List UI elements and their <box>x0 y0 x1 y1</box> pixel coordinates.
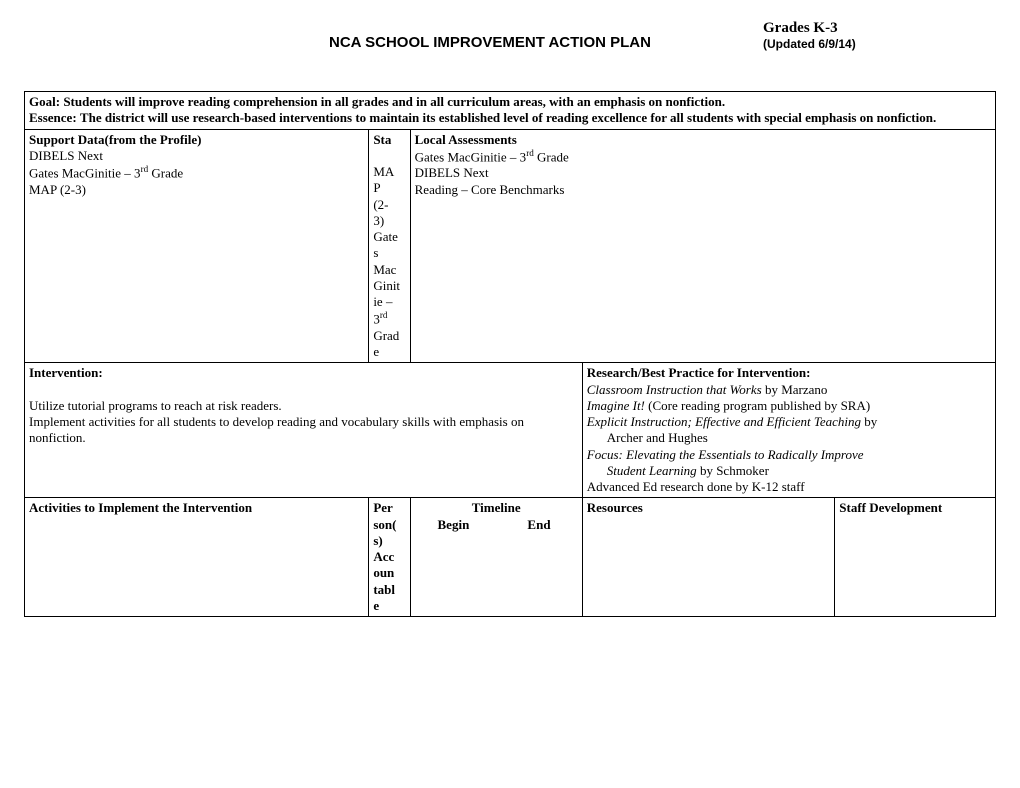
updated-label: (Updated 6/9/14) <box>763 37 996 51</box>
persons-line-6: e <box>373 598 379 613</box>
persons-header: Per son( s) Acc oun tabl e <box>369 498 410 617</box>
grades-label: Grades K-3 <box>763 20 996 37</box>
goal-row: Goal: Students will improve reading comp… <box>25 92 996 130</box>
persons-line-5: tabl <box>373 582 395 597</box>
support-line-2: MAP (2-3) <box>29 182 86 197</box>
research-0-rest: by Marzano <box>762 382 828 397</box>
staff-header: Staff Development <box>835 498 996 617</box>
persons-line-1: son( <box>373 517 396 532</box>
essence-text: The district will use research-based int… <box>80 110 936 125</box>
local-after-sup: Grade <box>534 149 569 164</box>
goal-label: Goal: <box>29 94 60 109</box>
research-2-italic: Explicit Instruction; Effective and Effi… <box>587 414 861 429</box>
intervention-line-1: Implement activities for all students to… <box>29 414 524 445</box>
staff-label: Staff Development <box>839 500 942 515</box>
intervention-row: Intervention: Utilize tutorial programs … <box>25 363 996 498</box>
local-line-0: Gates MacGinitie – 3 <box>415 149 527 164</box>
resources-header: Resources <box>582 498 835 617</box>
timeline-header: Timeline Begin End <box>410 498 582 617</box>
state-line-2: (2- <box>373 197 388 212</box>
state-line-1: P <box>373 180 380 195</box>
local-line-2: Reading – Core Benchmarks <box>415 182 565 197</box>
state-line-11: e <box>373 344 379 359</box>
action-plan-table: Goal: Students will improve reading comp… <box>24 91 996 617</box>
research-3-italic: Focus: Elevating the Essentials to Radic… <box>587 447 864 462</box>
local-sup: rd <box>526 148 534 158</box>
persons-line-0: Per <box>373 500 392 515</box>
state-line-7: Ginit <box>373 278 400 293</box>
support-line-1: Gates MacGinitie – 3 <box>29 165 141 180</box>
local-label: Local Assessments <box>415 132 517 147</box>
persons-line-4: oun <box>373 565 394 580</box>
research-4-plain: Advanced Ed research done by K-12 staff <box>587 479 805 494</box>
research-2-rest: by <box>861 414 877 429</box>
activities-header-row: Activities to Implement the Intervention… <box>25 498 996 617</box>
intervention-line-0: Utilize tutorial programs to reach at ri… <box>29 398 282 413</box>
research-0-italic: Classroom Instruction that Works <box>587 382 762 397</box>
support-line-0: DIBELS Next <box>29 148 103 163</box>
state-line-3: 3) <box>373 213 384 228</box>
local-assessments-cell: Local Assessments Gates MacGinitie – 3rd… <box>410 129 995 363</box>
research-1-italic: Imagine It! <box>587 398 645 413</box>
support-data-label: Support Data(from the Profile) <box>29 132 201 147</box>
resources-label: Resources <box>587 500 643 515</box>
intervention-cell: Intervention: Utilize tutorial programs … <box>25 363 583 498</box>
activities-header: Activities to Implement the Intervention <box>25 498 369 617</box>
goal-text: Students will improve reading comprehens… <box>63 94 725 109</box>
state-line-4: Gate <box>373 229 398 244</box>
page-title: NCA SCHOOL IMPROVEMENT ACTION PLAN <box>329 34 651 51</box>
state-assessments-cell: Sta MA P (2- 3) Gate s Mac Ginit ie – 3r… <box>369 129 410 363</box>
end-label: End <box>496 517 582 533</box>
state-line-8: ie – <box>373 294 392 309</box>
state-line-0: MA <box>373 164 394 179</box>
research-1-rest: (Core reading program published by SRA) <box>645 398 870 413</box>
research-3-indent-rest: by Schmoker <box>697 463 769 478</box>
research-label: Research/Best Practice for Intervention: <box>587 365 811 380</box>
goal-cell: Goal: Students will improve reading comp… <box>25 92 996 130</box>
research-3-indent-italic: Student Learning <box>607 463 697 478</box>
timeline-sub: Begin End <box>411 517 582 533</box>
research-3-indent-wrap: Student Learning by Schmoker <box>587 463 991 479</box>
page-header: NCA SCHOOL IMPROVEMENT ACTION PLAN Grade… <box>24 20 996 51</box>
intervention-label: Intervention: <box>29 365 103 380</box>
assessments-row: Support Data(from the Profile) DIBELS Ne… <box>25 129 996 363</box>
state-line-5: s <box>373 245 378 260</box>
header-right: Grades K-3 (Updated 6/9/14) <box>723 20 996 51</box>
begin-label: Begin <box>411 517 497 533</box>
research-cell: Research/Best Practice for Intervention:… <box>582 363 995 498</box>
support-data-cell: Support Data(from the Profile) DIBELS Ne… <box>25 129 369 363</box>
essence-label: Essence: <box>29 110 77 125</box>
persons-line-2: s) <box>373 533 382 548</box>
state-sup: rd <box>380 310 388 320</box>
state-short-0: Sta <box>373 132 391 147</box>
state-line-10: Grad <box>373 328 399 343</box>
persons-line-3: Acc <box>373 549 394 564</box>
activities-label: Activities to Implement the Intervention <box>29 500 252 515</box>
state-line-6: Mac <box>373 262 396 277</box>
support-sup: rd <box>141 164 149 174</box>
research-2-indent: Archer and Hughes <box>587 430 991 446</box>
local-line-1: DIBELS Next <box>415 165 489 180</box>
timeline-label: Timeline <box>472 500 521 515</box>
header-center: NCA SCHOOL IMPROVEMENT ACTION PLAN <box>257 34 723 51</box>
support-after-sup: Grade <box>148 165 183 180</box>
